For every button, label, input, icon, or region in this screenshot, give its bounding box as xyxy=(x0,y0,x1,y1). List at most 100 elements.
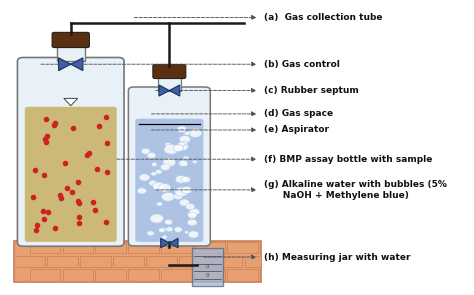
Circle shape xyxy=(141,148,150,154)
FancyBboxPatch shape xyxy=(52,32,90,47)
Circle shape xyxy=(164,144,178,154)
Bar xyxy=(29,242,60,253)
Bar xyxy=(161,269,191,281)
Point xyxy=(41,137,49,141)
Bar xyxy=(194,269,225,281)
Circle shape xyxy=(188,212,197,218)
Point xyxy=(74,198,82,203)
Circle shape xyxy=(188,231,199,238)
Text: (g) Alkaline water with bubbles (5%
      NaOH + Methylene blue): (g) Alkaline water with bubbles (5% NaOH… xyxy=(264,180,447,200)
Point xyxy=(75,201,82,206)
Text: (f) BMP assay bottle with sample: (f) BMP assay bottle with sample xyxy=(264,155,432,164)
Circle shape xyxy=(162,235,167,239)
Circle shape xyxy=(173,193,182,199)
Circle shape xyxy=(149,180,157,186)
Circle shape xyxy=(139,174,150,181)
Circle shape xyxy=(160,164,170,171)
Circle shape xyxy=(153,182,164,190)
Text: (d) Gas space: (d) Gas space xyxy=(264,109,333,118)
Text: (b) Gas control: (b) Gas control xyxy=(264,60,339,69)
Circle shape xyxy=(179,199,190,206)
Circle shape xyxy=(182,176,191,183)
Bar xyxy=(161,242,191,253)
Bar xyxy=(113,256,144,267)
Bar xyxy=(245,256,261,267)
Circle shape xyxy=(189,129,202,137)
Point xyxy=(62,161,69,165)
Point xyxy=(89,199,97,204)
Circle shape xyxy=(187,219,197,226)
Bar xyxy=(227,269,257,281)
Point xyxy=(91,208,99,213)
Circle shape xyxy=(155,170,162,174)
Bar xyxy=(63,242,93,253)
Point xyxy=(33,222,41,227)
Text: (c) Rubber septum: (c) Rubber septum xyxy=(264,86,358,95)
Circle shape xyxy=(176,142,188,151)
Point xyxy=(57,195,65,200)
FancyBboxPatch shape xyxy=(135,119,203,242)
Circle shape xyxy=(183,156,189,160)
Point xyxy=(40,217,48,222)
Point xyxy=(85,150,92,155)
Bar xyxy=(47,256,78,267)
Circle shape xyxy=(175,176,187,183)
FancyBboxPatch shape xyxy=(153,65,186,78)
Bar xyxy=(227,242,257,253)
Bar xyxy=(194,242,225,253)
Point xyxy=(42,117,50,122)
Point xyxy=(51,122,58,127)
Circle shape xyxy=(151,163,157,166)
Polygon shape xyxy=(59,58,83,71)
Point xyxy=(44,134,51,138)
Bar xyxy=(146,256,176,267)
Circle shape xyxy=(166,227,173,232)
Bar xyxy=(63,269,93,281)
Point xyxy=(102,220,109,224)
Circle shape xyxy=(147,153,156,158)
Bar xyxy=(179,256,210,267)
Circle shape xyxy=(156,202,163,206)
Polygon shape xyxy=(161,238,178,248)
Circle shape xyxy=(182,186,192,194)
Point xyxy=(51,226,58,231)
Circle shape xyxy=(164,219,173,225)
Bar xyxy=(80,256,110,267)
Point xyxy=(33,227,40,232)
Bar xyxy=(95,269,126,281)
Circle shape xyxy=(186,204,195,210)
Circle shape xyxy=(153,185,161,190)
Point xyxy=(103,140,111,145)
FancyBboxPatch shape xyxy=(18,58,124,246)
Point xyxy=(102,115,109,119)
Text: (h) Measuring jar with water: (h) Measuring jar with water xyxy=(264,253,410,262)
Point xyxy=(29,194,37,199)
Circle shape xyxy=(192,160,197,163)
Bar xyxy=(14,241,262,282)
Point xyxy=(52,120,59,125)
Circle shape xyxy=(165,142,171,146)
Circle shape xyxy=(173,145,183,151)
Circle shape xyxy=(185,131,191,135)
Circle shape xyxy=(163,158,176,167)
Circle shape xyxy=(184,231,189,234)
Bar xyxy=(192,248,223,286)
Point xyxy=(74,179,82,184)
Bar xyxy=(158,75,181,91)
Polygon shape xyxy=(64,98,78,106)
Bar xyxy=(212,256,242,267)
Bar xyxy=(57,44,85,61)
Bar xyxy=(29,269,60,281)
Circle shape xyxy=(175,187,189,196)
Circle shape xyxy=(162,192,174,201)
Circle shape xyxy=(184,132,189,135)
Point xyxy=(39,208,46,213)
Circle shape xyxy=(179,135,191,143)
Point xyxy=(76,221,83,226)
Circle shape xyxy=(188,211,197,217)
Circle shape xyxy=(150,214,164,223)
Point xyxy=(93,167,100,171)
Circle shape xyxy=(159,227,166,232)
Circle shape xyxy=(137,188,146,194)
Point xyxy=(45,209,52,214)
